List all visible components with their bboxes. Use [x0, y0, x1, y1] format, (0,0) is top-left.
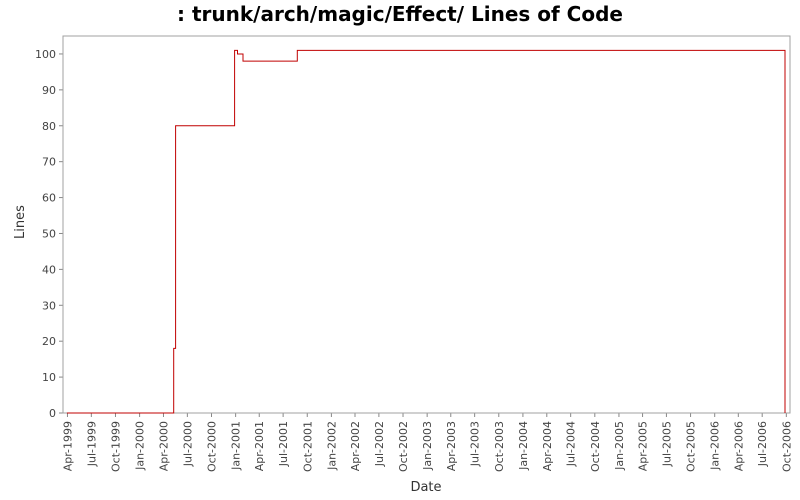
x-tick-label: Jan-2004 — [517, 421, 530, 471]
x-tick-label: Jul-1999 — [85, 421, 98, 467]
chart-title: : trunk/arch/magic/Effect/ Lines of Code — [177, 2, 623, 26]
x-tick-label: Oct-1999 — [109, 421, 122, 472]
y-tick-label: 90 — [42, 84, 56, 97]
x-tick-label: Apr-2003 — [445, 421, 458, 471]
y-tick-label: 80 — [42, 120, 56, 133]
x-tick-label: Jul-2006 — [756, 421, 769, 467]
x-tick-label: Jan-2002 — [325, 421, 338, 471]
x-tick-label: Jul-2003 — [469, 421, 482, 467]
x-tick-label: Apr-2004 — [541, 421, 554, 471]
y-tick-label: 70 — [42, 156, 56, 169]
x-axis-label: Date — [410, 480, 441, 495]
x-tick-label: Apr-2006 — [732, 421, 745, 471]
x-tick-label: Jul-2000 — [181, 421, 194, 467]
x-tick-label: Apr-1999 — [61, 421, 74, 471]
y-tick-label: 60 — [42, 192, 56, 205]
x-axis: Apr-1999 Jul-1999 Oct-1999 Jan-2000 Apr-2000… — [61, 413, 793, 472]
x-tick-label: Apr-2001 — [253, 421, 266, 471]
x-tick-label: Jan-2001 — [230, 421, 243, 471]
x-tick-label: Apr-2002 — [349, 421, 362, 471]
x-tick-label: Apr-2000 — [157, 421, 170, 471]
y-axis-label: Lines — [13, 205, 28, 239]
x-tick-label: Jul-2001 — [277, 421, 290, 467]
x-tick-label: Oct-2003 — [493, 421, 506, 472]
x-tick-label: Oct-2000 — [205, 421, 218, 472]
series-line — [66, 49, 786, 414]
x-tick-label: Jan-2003 — [421, 421, 434, 471]
y-tick-label: 10 — [42, 371, 56, 384]
x-tick-label: Jan-2006 — [709, 421, 722, 471]
plot-frame — [62, 35, 791, 414]
y-tick-label: 20 — [42, 335, 56, 348]
x-tick-label: Jul-2002 — [373, 421, 386, 467]
x-tick-label: Oct-2002 — [397, 421, 410, 472]
y-tick-label: 30 — [42, 299, 56, 312]
y-tick-label: 100 — [35, 48, 56, 61]
x-tick-label: Apr-2005 — [637, 421, 650, 471]
x-tick-label: Oct-2001 — [301, 421, 314, 472]
x-tick-label: Jan-2005 — [613, 421, 626, 471]
plot-area — [62, 35, 791, 414]
x-tick-label: Jan-2000 — [134, 421, 147, 471]
x-tick-label: Oct-2006 — [780, 421, 793, 472]
x-tick-label: Oct-2004 — [589, 421, 602, 472]
y-tick-label: 0 — [49, 407, 56, 420]
y-axis: 0 10 20 30 40 50 60 70 80 90 100 — [35, 48, 63, 420]
x-tick-label: Oct-2005 — [685, 421, 698, 472]
x-tick-label: Jul-2005 — [660, 421, 673, 467]
x-tick-label: Jul-2004 — [565, 421, 578, 467]
y-tick-label: 40 — [42, 263, 56, 276]
y-tick-label: 50 — [42, 227, 56, 240]
